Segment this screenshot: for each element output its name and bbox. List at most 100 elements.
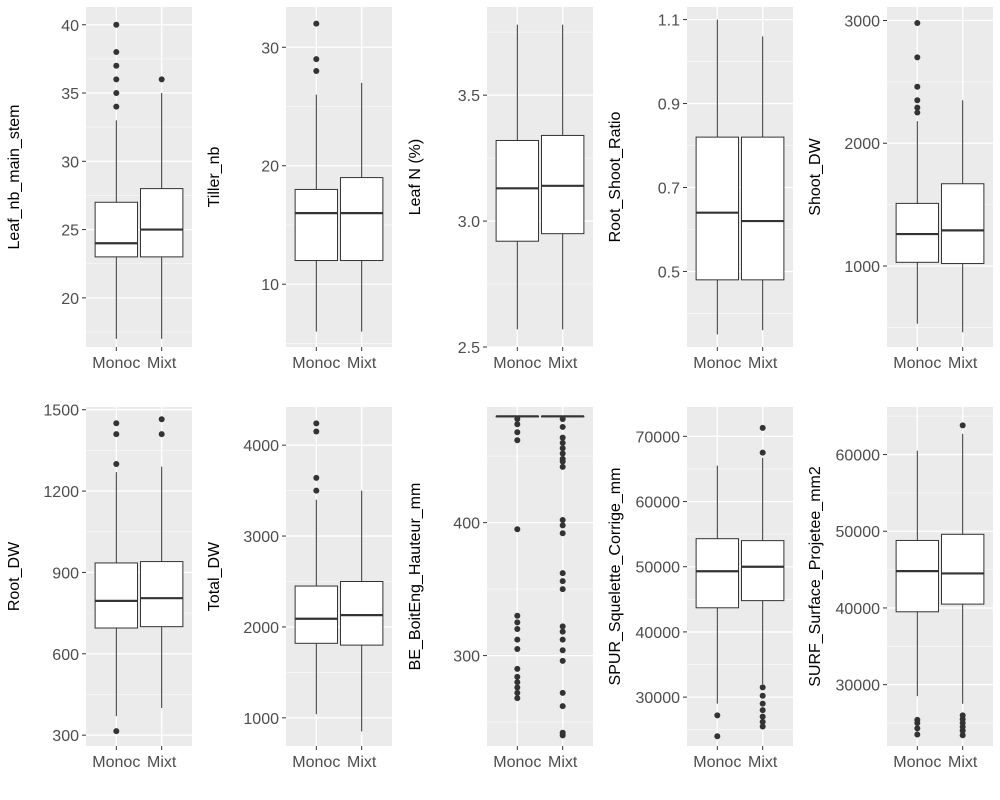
- outlier-point: [759, 718, 766, 725]
- outlier-point: [759, 424, 766, 431]
- box-monoc: [495, 415, 540, 702]
- panel-3: 2.5 3.0 3.5 Monoc Mixt Leaf N (%): [407, 7, 593, 372]
- outlier-point: [559, 729, 566, 736]
- outlier-point: [158, 431, 165, 438]
- outlier-point: [514, 684, 521, 691]
- x-tick-label: Mixt: [347, 355, 377, 372]
- y-tick-label: 1200: [43, 484, 79, 501]
- box-monoc: [94, 21, 139, 339]
- y-tick-label: 1000: [844, 259, 880, 276]
- outlier-point: [714, 712, 721, 719]
- x-tick-label: Mixt: [548, 754, 578, 771]
- outlier-point: [914, 54, 921, 61]
- box-mixt: [940, 422, 985, 739]
- x-tick-label: Mixt: [748, 754, 778, 771]
- outlier-point: [514, 695, 521, 702]
- x-tick-label: Monoc: [292, 754, 340, 771]
- iqr-box: [294, 188, 339, 262]
- outlier-point: [113, 728, 120, 735]
- y-tick-label: 20: [61, 291, 79, 308]
- iqr-box: [139, 561, 184, 628]
- iqr-box: [695, 136, 740, 281]
- iqr-box: [940, 183, 985, 265]
- x-tick-label: Mixt: [548, 355, 578, 372]
- box-mixt: [540, 24, 585, 330]
- outlier-point: [313, 487, 320, 494]
- x-tick-label: Monoc: [693, 754, 741, 771]
- outlier-point: [559, 445, 566, 452]
- panel-7: 1000 2000 3000 4000 Monoc Mixt Total_DW: [206, 407, 392, 771]
- outlier-point: [559, 628, 566, 635]
- outlier-point: [313, 56, 320, 63]
- y-axis-label: Leaf N (%): [407, 139, 424, 215]
- outlier-point: [759, 723, 766, 730]
- outlier-point: [559, 647, 566, 654]
- y-tick-label: 25: [61, 223, 79, 240]
- outlier-point: [113, 431, 120, 438]
- outlier-point: [559, 439, 566, 446]
- y-tick-label: 50000: [636, 560, 681, 577]
- outlier-point: [559, 450, 566, 457]
- outlier-point: [559, 636, 566, 643]
- outlier-point: [514, 689, 521, 696]
- y-tick-label: 30: [61, 154, 79, 171]
- outlier-point: [559, 689, 566, 696]
- outlier-point: [313, 67, 320, 74]
- box-mixt: [940, 100, 985, 333]
- outlier-point: [559, 423, 566, 430]
- iqr-box: [895, 202, 940, 263]
- panel-background: [286, 7, 392, 347]
- y-tick-label: 20: [261, 159, 279, 176]
- outlier-point: [158, 416, 165, 423]
- y-axis-label: Shoot_DW: [807, 137, 824, 215]
- y-tick-label: 40: [61, 18, 79, 35]
- outlier-point: [113, 103, 120, 110]
- outlier-point: [914, 19, 921, 26]
- y-tick-label: 0.5: [658, 264, 680, 281]
- outlier-point: [959, 732, 966, 739]
- outlier-point: [959, 712, 966, 719]
- panel-background: [887, 7, 993, 347]
- box-monoc: [695, 19, 740, 335]
- y-tick-label: 0.9: [658, 97, 680, 114]
- iqr-box: [94, 562, 139, 629]
- y-tick-label: 3000: [844, 14, 880, 31]
- outlier-point: [514, 415, 521, 422]
- x-tick-label: Mixt: [948, 754, 978, 771]
- outlier-point: [559, 586, 566, 593]
- outlier-point: [113, 21, 120, 28]
- box-mixt: [740, 36, 785, 331]
- iqr-box: [740, 136, 785, 281]
- outlier-point: [559, 415, 566, 422]
- outlier-point: [313, 428, 320, 435]
- box-monoc: [895, 19, 940, 324]
- y-tick-label: 3.0: [458, 214, 480, 231]
- outlier-point: [113, 76, 120, 83]
- outlier-point: [914, 104, 921, 111]
- y-axis-label: Tiller_nb: [206, 147, 223, 208]
- outlier-point: [113, 62, 120, 69]
- outlier-point: [914, 716, 921, 723]
- y-tick-label: 300: [52, 728, 79, 745]
- box-monoc: [495, 24, 540, 330]
- iqr-box: [294, 585, 339, 644]
- y-tick-label: 0.7: [658, 180, 680, 197]
- y-tick-label: 2000: [243, 620, 279, 637]
- outlier-point: [714, 733, 721, 740]
- y-tick-label: 1500: [43, 403, 79, 420]
- x-tick-label: Mixt: [347, 754, 377, 771]
- x-tick-label: Mixt: [748, 355, 778, 372]
- y-axis-label: SPUR_Squelette_Corrige_mm: [607, 468, 624, 686]
- y-tick-label: 300: [453, 649, 480, 666]
- y-tick-label: 3000: [243, 529, 279, 546]
- outlier-point: [514, 429, 521, 436]
- x-tick-label: Monoc: [92, 355, 140, 372]
- y-tick-label: 1.1: [658, 13, 680, 30]
- outlier-point: [759, 700, 766, 707]
- box-monoc: [695, 465, 740, 740]
- panel-9: 30000 40000 50000 60000 70000 Monoc Mixt SPUR_S…: [607, 407, 793, 771]
- panel-background: [286, 407, 392, 746]
- outlier-point: [559, 463, 566, 470]
- y-tick-label: 4000: [243, 438, 279, 455]
